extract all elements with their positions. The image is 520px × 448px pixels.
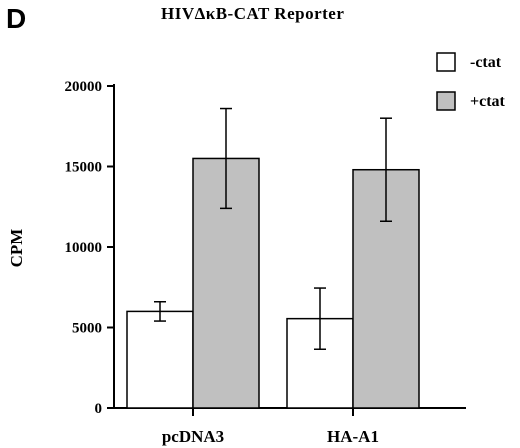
legend-swatch-plus-ctat (436, 91, 456, 111)
legend-label-minus-ctat: -ctat (470, 54, 502, 71)
y-tick-label: 5000 (72, 321, 102, 337)
x-labels: pcDNA3 HA-A1 (162, 408, 379, 446)
y-tick-label: 20000 (65, 79, 103, 95)
chart-title: HIVΔκB-CAT Reporter (161, 4, 344, 23)
x-category-label: HA-A1 (327, 427, 379, 446)
y-tick-label: 0 (95, 401, 103, 417)
y-tick-label: 15000 (65, 160, 103, 176)
panel-letter: D (6, 3, 26, 34)
legend-label-plus-ctat: +ctat (470, 93, 506, 110)
bar-minus-ctat-ha-a1 (286, 317, 354, 409)
y-ticks: 0 5000 10000 15000 20000 (65, 79, 114, 417)
bars (126, 107, 420, 409)
x-category-label: pcDNA3 (162, 427, 224, 446)
legend-swatch-minus-ctat (436, 52, 456, 72)
bar-plus-ctat-ha-a1 (352, 168, 420, 409)
bar-minus-ctat-pcdna3 (126, 310, 194, 409)
y-axis-label: CPM (7, 229, 26, 268)
legend: -ctat +ctat (436, 52, 506, 111)
y-tick-label: 10000 (65, 240, 103, 256)
